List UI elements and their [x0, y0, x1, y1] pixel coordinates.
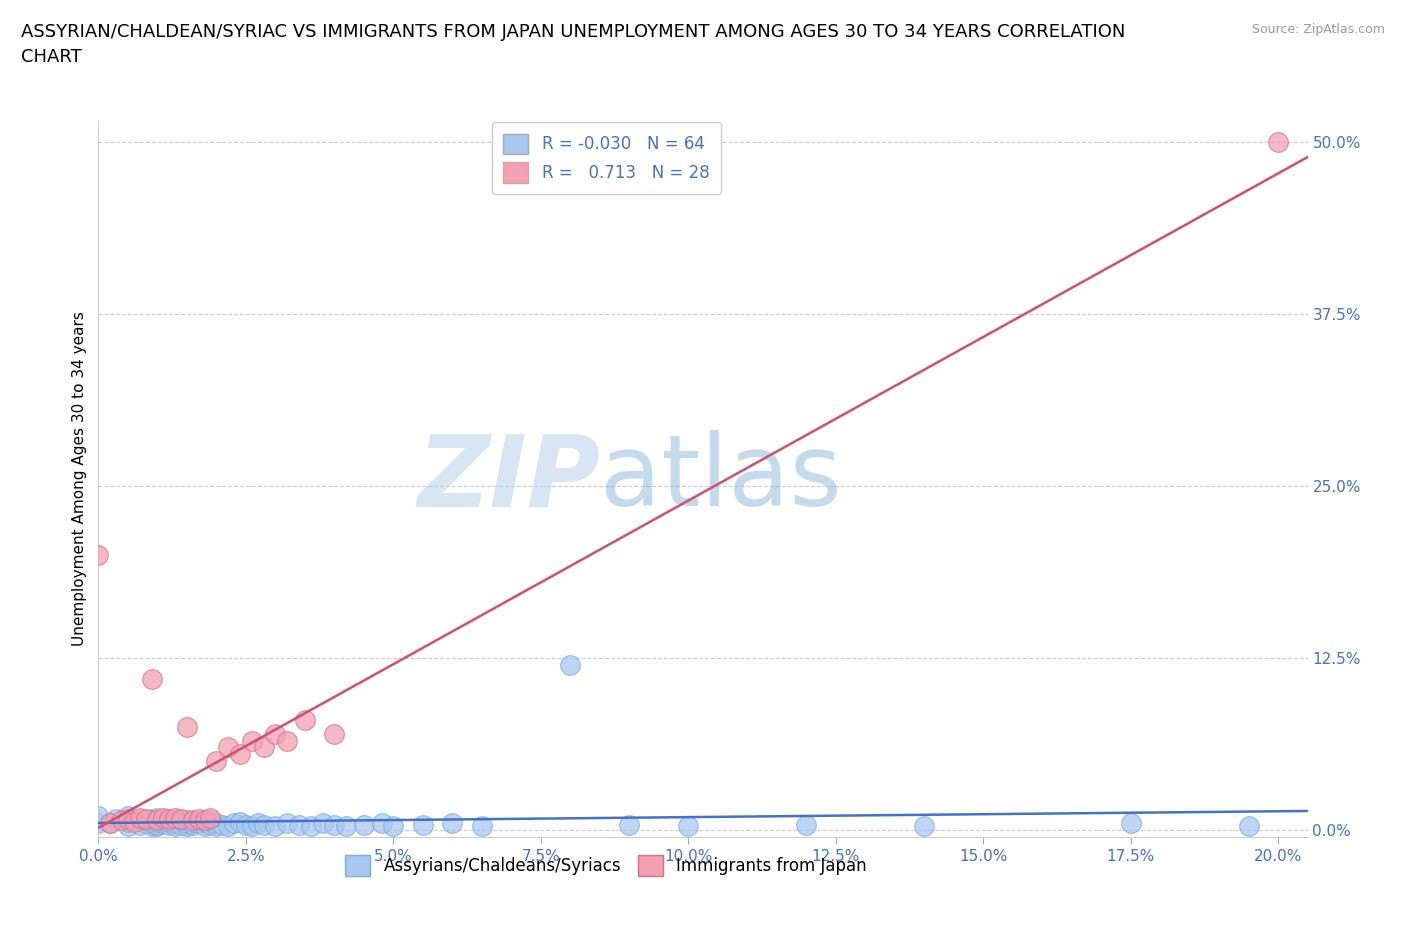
Text: atlas: atlas	[600, 431, 842, 527]
Point	[146, 815, 169, 830]
Point	[141, 812, 163, 827]
Point	[146, 810, 169, 825]
Point	[353, 817, 375, 832]
Point	[187, 816, 209, 830]
Point	[187, 812, 209, 827]
Point	[176, 813, 198, 828]
Point	[794, 817, 817, 832]
Point	[135, 813, 157, 828]
Point	[117, 815, 139, 830]
Point	[276, 816, 298, 830]
Point	[323, 726, 346, 741]
Point	[176, 816, 198, 830]
Point	[235, 817, 257, 832]
Point	[181, 817, 204, 832]
Point	[200, 810, 222, 825]
Point	[87, 809, 110, 824]
Point	[264, 726, 287, 741]
Point	[87, 547, 110, 562]
Point	[157, 815, 180, 830]
Text: ASSYRIAN/CHALDEAN/SYRIAC VS IMMIGRANTS FROM JAPAN UNEMPLOYMENT AMONG AGES 30 TO : ASSYRIAN/CHALDEAN/SYRIAC VS IMMIGRANTS F…	[21, 23, 1125, 66]
Point	[560, 658, 582, 672]
Point	[157, 812, 180, 827]
Point	[176, 818, 198, 833]
Point	[98, 816, 121, 830]
Point	[288, 817, 311, 832]
Point	[181, 813, 204, 828]
Point	[246, 816, 269, 830]
Point	[181, 815, 204, 830]
Point	[217, 740, 239, 755]
Legend: Assyrians/Chaldeans/Syriacs, Immigrants from Japan: Assyrians/Chaldeans/Syriacs, Immigrants …	[339, 849, 873, 883]
Point	[194, 815, 217, 830]
Point	[165, 816, 187, 830]
Point	[165, 810, 187, 825]
Point	[323, 817, 346, 832]
Point	[135, 816, 157, 830]
Text: ZIP: ZIP	[418, 431, 600, 527]
Point	[471, 818, 494, 833]
Text: Source: ZipAtlas.com: Source: ZipAtlas.com	[1251, 23, 1385, 36]
Point	[240, 733, 263, 748]
Point	[441, 816, 464, 830]
Point	[382, 818, 405, 833]
Point	[141, 671, 163, 686]
Point	[205, 754, 228, 769]
Point	[200, 813, 222, 828]
Point	[194, 813, 217, 828]
Point	[152, 810, 174, 825]
Point	[264, 818, 287, 833]
Point	[252, 740, 274, 755]
Point	[211, 817, 233, 832]
Point	[412, 817, 434, 832]
Point	[146, 818, 169, 833]
Point	[1267, 134, 1289, 149]
Point	[294, 712, 316, 727]
Point	[117, 809, 139, 824]
Point	[135, 812, 157, 827]
Point	[370, 816, 392, 830]
Point	[165, 818, 187, 833]
Point	[222, 816, 245, 830]
Point	[252, 817, 274, 832]
Point	[170, 813, 193, 828]
Point	[229, 747, 252, 762]
Point	[229, 815, 252, 830]
Point	[111, 813, 134, 828]
Point	[678, 818, 700, 833]
Point	[1119, 816, 1142, 830]
Point	[194, 818, 217, 833]
Point	[141, 816, 163, 830]
Point	[311, 816, 333, 830]
Point	[170, 817, 193, 832]
Point	[205, 818, 228, 833]
Point	[1237, 818, 1260, 833]
Point	[176, 720, 198, 735]
Point	[128, 817, 150, 832]
Point	[122, 815, 145, 830]
Point	[152, 816, 174, 830]
Point	[200, 817, 222, 832]
Point	[87, 816, 110, 830]
Point	[117, 818, 139, 833]
Point	[205, 816, 228, 830]
Point	[98, 816, 121, 830]
Point	[157, 817, 180, 832]
Point	[240, 818, 263, 833]
Point	[276, 733, 298, 748]
Point	[912, 818, 935, 833]
Point	[117, 812, 139, 827]
Point	[146, 813, 169, 828]
Point	[141, 818, 163, 833]
Point	[335, 818, 357, 833]
Y-axis label: Unemployment Among Ages 30 to 34 years: Unemployment Among Ages 30 to 34 years	[72, 312, 87, 646]
Point	[105, 812, 128, 827]
Point	[299, 818, 322, 833]
Point	[146, 817, 169, 832]
Point	[619, 817, 641, 832]
Point	[170, 812, 193, 827]
Point	[217, 818, 239, 833]
Point	[128, 810, 150, 825]
